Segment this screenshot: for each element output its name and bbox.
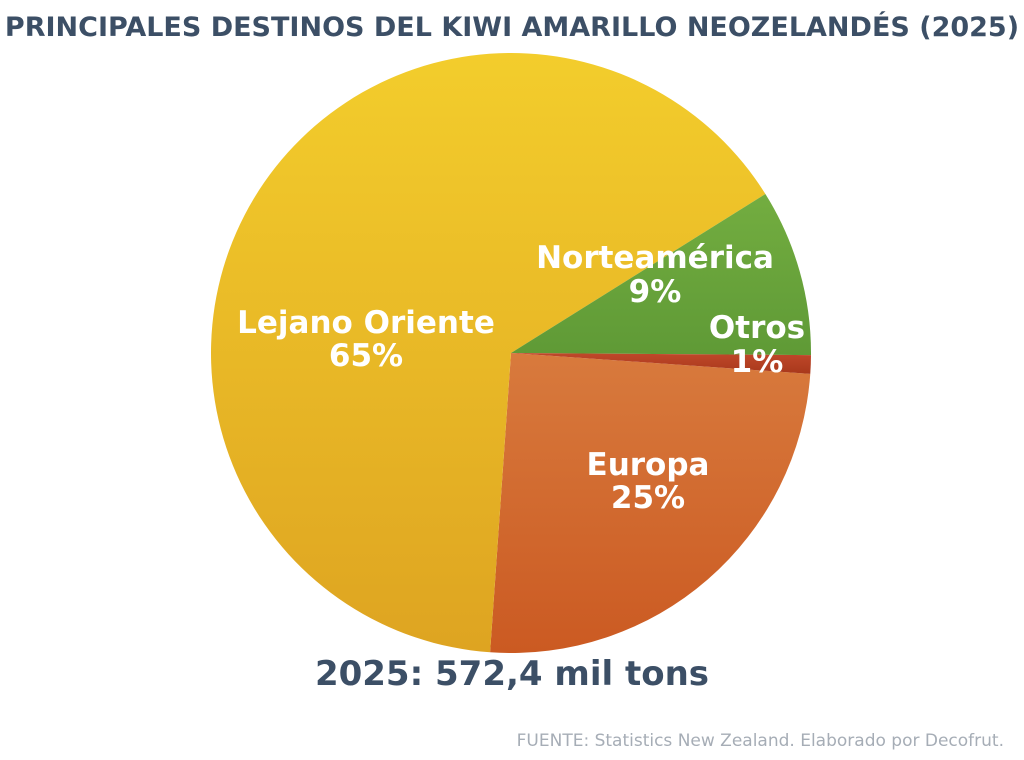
slice-label: Europa bbox=[587, 447, 710, 483]
slice-value-label: 9% bbox=[629, 274, 682, 310]
slice-value-label: 65% bbox=[329, 338, 403, 374]
pie-slice-norteam-rica bbox=[511, 194, 811, 356]
slice-value-label: 1% bbox=[731, 344, 784, 380]
pie-slice-europa bbox=[490, 353, 811, 654]
slice-value-label: 25% bbox=[611, 480, 685, 516]
pie-slice-lejano-oriente bbox=[210, 53, 766, 653]
pie-slice-otros bbox=[511, 353, 811, 374]
slice-label: Otros bbox=[709, 310, 805, 346]
slice-label: Norteamérica bbox=[536, 240, 774, 276]
source-note: FUENTE: Statistics New Zealand. Elaborad… bbox=[516, 731, 1004, 751]
total-label: 2025: 572,4 mil tons bbox=[314, 654, 710, 694]
chart-title: PRINCIPALES DESTINOS DEL KIWI AMARILLO N… bbox=[4, 12, 1020, 43]
slice-label: Lejano Oriente bbox=[237, 305, 495, 341]
